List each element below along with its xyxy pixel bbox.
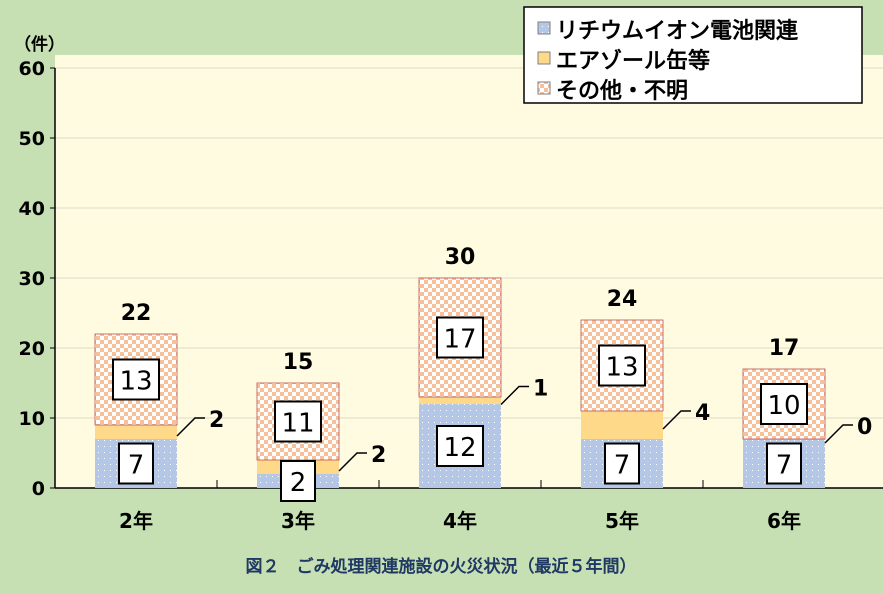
leader-line xyxy=(662,410,691,430)
leader-line xyxy=(176,417,205,437)
y-tick-label: 40 xyxy=(19,198,45,220)
legend-swatch xyxy=(537,51,551,65)
bar-segment xyxy=(95,425,177,439)
y-axis-label: （件） xyxy=(14,34,65,55)
data-label-box xyxy=(112,358,160,401)
data-label: 1 xyxy=(533,377,548,402)
data-label: 2 xyxy=(209,408,224,433)
total-label: 24 xyxy=(607,287,638,312)
y-tick-label: 30 xyxy=(19,268,45,290)
data-label: 7 xyxy=(614,451,631,481)
x-tick-label: 6年 xyxy=(767,509,801,533)
bar-segment xyxy=(581,411,663,439)
legend-label: リチウムイオン電池関連 xyxy=(556,19,799,44)
data-label-box xyxy=(766,442,802,485)
chart-title: 図２ ごみ処理関連施設の火災状況（最近５年間） xyxy=(246,556,637,577)
bar-segment xyxy=(419,397,501,404)
data-label: 2 xyxy=(371,443,386,468)
data-label: 11 xyxy=(281,409,314,439)
legend-swatch xyxy=(537,81,551,95)
y-tick-label: 60 xyxy=(19,58,45,80)
y-tick-label: 50 xyxy=(19,128,45,150)
x-tick-label: 5年 xyxy=(605,509,639,533)
total-label: 17 xyxy=(769,336,800,361)
leader-line xyxy=(824,424,853,444)
total-label: 30 xyxy=(445,245,476,270)
data-label: 4 xyxy=(695,401,710,426)
total-label: 15 xyxy=(283,350,314,375)
data-label-box xyxy=(274,400,322,443)
data-label: 0 xyxy=(857,415,872,440)
data-label: 12 xyxy=(443,433,476,463)
legend-label: その他・不明 xyxy=(556,79,688,104)
data-label-box xyxy=(598,344,646,387)
data-label-box xyxy=(436,425,484,467)
x-tick-label: 4年 xyxy=(443,509,477,533)
legend-swatch xyxy=(537,21,551,35)
legend-box xyxy=(523,6,863,104)
data-label: 7 xyxy=(128,451,145,481)
data-label: 13 xyxy=(605,353,638,383)
y-tick-label: 20 xyxy=(19,338,45,360)
data-label: 2 xyxy=(290,468,307,498)
data-label-box xyxy=(118,442,154,485)
data-label: 13 xyxy=(119,367,152,397)
data-label: 10 xyxy=(767,391,800,421)
y-tick-label: 10 xyxy=(19,408,45,430)
data-label: 17 xyxy=(443,325,476,355)
x-tick-label: 3年 xyxy=(281,509,315,533)
data-label-box xyxy=(760,383,808,425)
data-label-box xyxy=(280,460,316,502)
bar-segment xyxy=(256,382,340,461)
data-label-box xyxy=(604,442,640,485)
bar-segment xyxy=(580,319,664,412)
leader-line xyxy=(500,385,529,406)
total-label: 22 xyxy=(121,301,152,326)
y-tick-label: 0 xyxy=(32,478,45,500)
leader-line xyxy=(338,452,367,472)
x-tick-label: 2年 xyxy=(119,509,153,533)
data-label-box xyxy=(436,316,484,359)
data-label: 7 xyxy=(776,451,793,481)
legend-label: エアゾール缶等 xyxy=(556,48,710,74)
